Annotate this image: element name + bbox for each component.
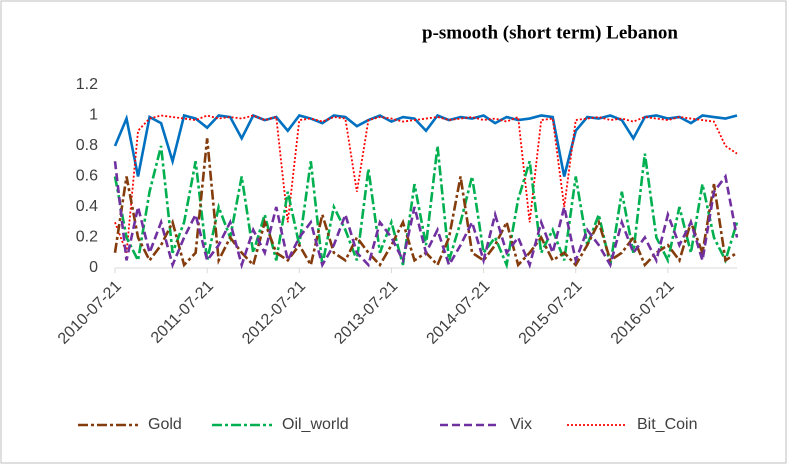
y-tick-label: 1 — [89, 107, 98, 124]
series-line — [113, 145, 739, 270]
legend-label: Vix — [510, 416, 532, 433]
legend-label: Oil_world — [282, 416, 349, 433]
y-tick-label: 1.2 — [76, 76, 98, 93]
y-tick-label: 0.8 — [76, 137, 98, 154]
series-line — [113, 113, 738, 177]
y-tick-label: 0.6 — [76, 168, 98, 185]
legend-label: Gold — [148, 416, 182, 433]
y-tick-label: 0.4 — [76, 198, 98, 215]
series-line — [113, 161, 739, 270]
legend-label: Bit_Coin — [637, 416, 697, 433]
series-line — [114, 114, 738, 254]
y-tick-label: 0 — [89, 259, 98, 276]
y-tick-label: 0.2 — [76, 229, 98, 246]
chart-title: p-smooth (short term) Lebanon — [422, 22, 678, 43]
